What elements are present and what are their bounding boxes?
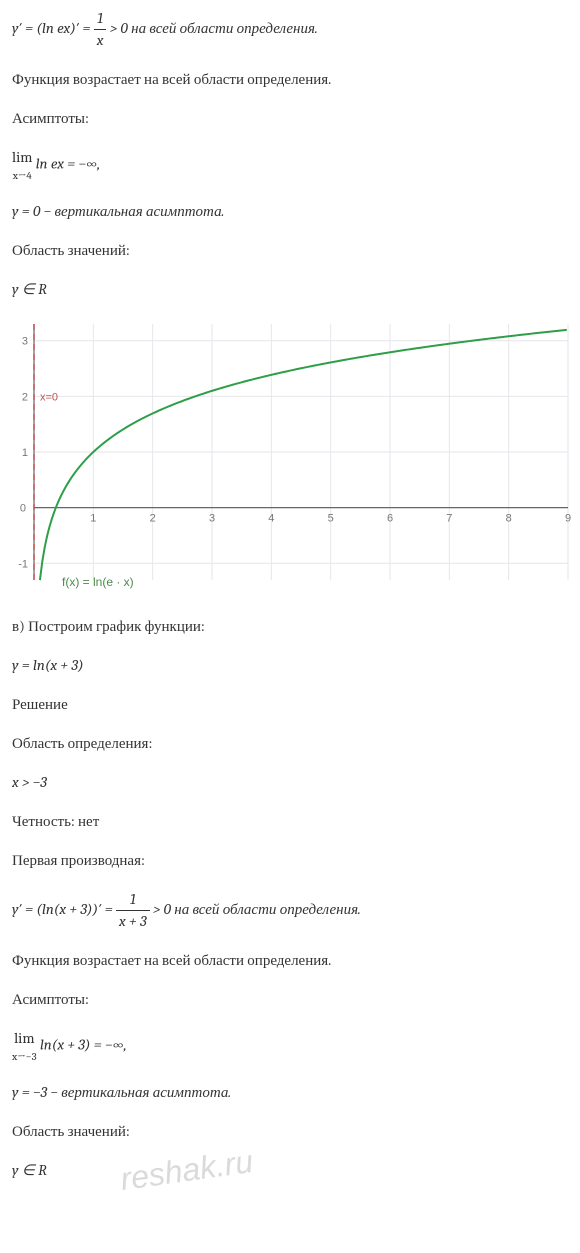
svg-text:3: 3 [22,336,28,348]
svg-text:1: 1 [90,513,96,525]
solution-heading: Решение [12,694,568,715]
range-1: y ∈ R [12,279,568,300]
svg-text:5: 5 [328,513,334,525]
derivative-1: y′ = (ln ex)′ = 1x > 0 на всей области о… [12,8,568,51]
range-heading-1: Область значений: [12,240,568,261]
svg-text:0: 0 [20,503,26,515]
svg-text:2: 2 [150,513,156,525]
svg-text:f(x) = ln(e · x): f(x) = ln(e · x) [62,575,134,589]
domain-heading: Область определения: [12,733,568,754]
derivative-heading-2: Первая производная: [12,850,568,871]
monotone-1: Функция возрастает на всей области опред… [12,69,568,90]
asymptote-value-2: y = −3 − вертикальная асимптота. [12,1082,568,1103]
svg-text:4: 4 [268,513,274,525]
svg-text:7: 7 [446,513,452,525]
function-b: y = ln(x + 3) [12,655,568,676]
range-2: y ∈ R [12,1160,568,1181]
parity: Четность: нет [12,811,568,832]
svg-text:1: 1 [22,447,28,459]
svg-text:-1: -1 [18,558,28,570]
asymptote-value-1: y = 0 − вертикальная асимптота. [12,201,568,222]
asymptote-heading-2: Асимптоты: [12,989,568,1010]
monotone-2: Функция возрастает на всей области опред… [12,950,568,971]
derivative-2: y′ = (ln(x + 3))′ = 1x + 3 > 0 на всей о… [12,889,568,932]
svg-text:x=0: x=0 [40,391,58,403]
domain-value: x > −3 [12,772,568,793]
limit-2: limx→−3 ln(x + 3) = −∞, [12,1028,568,1064]
svg-text:8: 8 [506,513,512,525]
limit-1: limx→4 ln ex = −∞, [12,147,568,183]
asymptote-heading-1: Асимптоты: [12,108,568,129]
chart-1: 1 2 3 4 5 6 7 8 9 -1 0 1 2 3 x=0 f(x) = ln(e · x) [12,318,572,598]
svg-text:2: 2 [22,391,28,403]
range-heading-2: Область значений: [12,1121,568,1142]
svg-text:6: 6 [387,513,393,525]
svg-text:9: 9 [565,513,571,525]
svg-text:3: 3 [209,513,215,525]
section-b: в) Построим график функции: [12,616,568,637]
